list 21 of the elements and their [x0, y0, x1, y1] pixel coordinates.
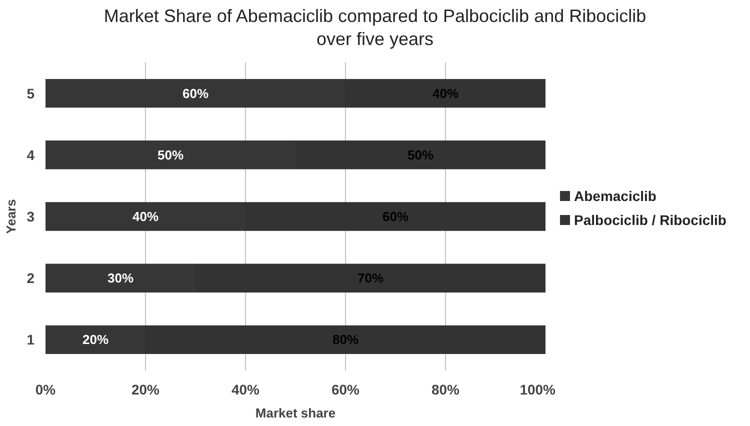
x-tick-label: 60% — [331, 381, 360, 398]
x-tick-label: 100% — [520, 381, 556, 398]
data-label: 40% — [132, 208, 159, 224]
legend-label: Palbociclib / Ribociclib — [574, 212, 726, 228]
data-label: 20% — [82, 332, 109, 347]
data-label: 50% — [157, 147, 184, 162]
y-tick-label: 5 — [26, 85, 35, 102]
y-tick-label: 1 — [26, 331, 35, 348]
data-label: 60% — [182, 86, 209, 101]
chart-title: Market Share of Abemaciclib compared to Palbociclib and Ribociclib over five years — [104, 5, 646, 52]
y-tick-label: 3 — [26, 208, 35, 224]
x-tick-label: 0% — [35, 381, 56, 398]
data-label: 30% — [107, 270, 134, 286]
legend-label: Abemaciclib — [574, 188, 656, 204]
y-axis-title: Years — [4, 198, 19, 234]
x-tick-label: 20% — [131, 381, 160, 398]
y-tick-label: 2 — [26, 270, 35, 286]
y-tick-label: 4 — [26, 146, 35, 163]
x-tick-label: 80% — [431, 381, 460, 398]
x-axis-title: Market share — [255, 405, 336, 420]
x-tick-label: 40% — [231, 381, 260, 398]
